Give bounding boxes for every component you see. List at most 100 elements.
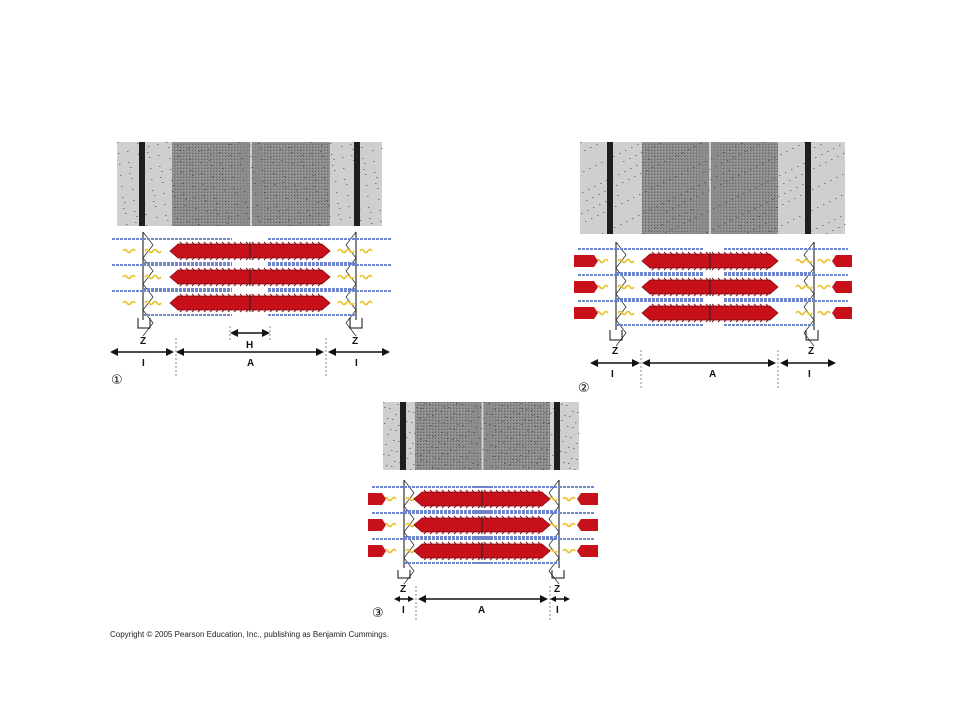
micrograph-grain <box>728 170 730 171</box>
titin-spring <box>337 300 355 306</box>
z-disc-zigzag <box>345 231 357 337</box>
micrograph-grain <box>487 450 489 451</box>
micrograph-grain <box>486 413 488 414</box>
micrograph-grain <box>815 157 817 158</box>
myosin-head <box>459 530 464 535</box>
myosin-head <box>519 556 524 561</box>
micrograph-grain <box>381 148 383 149</box>
micrograph-grain <box>645 191 647 192</box>
micrograph-grain <box>714 187 716 188</box>
myosin-head <box>753 303 758 308</box>
myosin-head <box>681 292 686 297</box>
micrograph-grain <box>678 205 680 206</box>
micrograph-grain <box>663 182 665 183</box>
micrograph-grain <box>685 212 687 213</box>
micrograph-grain <box>669 179 671 180</box>
micrograph-grain <box>452 439 454 440</box>
myosin-head <box>651 292 656 297</box>
micrograph-grain <box>641 152 643 153</box>
myosin-head <box>275 267 280 272</box>
myosin-head <box>239 293 244 298</box>
micrograph-grain <box>722 173 724 174</box>
micrograph-grain <box>239 153 241 154</box>
micrograph-grain <box>740 225 742 226</box>
micrograph-grain <box>510 417 512 418</box>
myosin-head <box>269 282 274 287</box>
z-disc-1 <box>607 142 613 234</box>
micrograph-grain <box>605 201 607 202</box>
myosin-head <box>429 556 434 561</box>
myosin-head <box>429 530 434 535</box>
myosin-head <box>197 267 202 272</box>
micrograph-grain <box>414 433 416 434</box>
micrograph-grain <box>157 144 159 145</box>
micrograph-grain <box>581 213 583 214</box>
myosin-head <box>435 541 440 546</box>
micrograph-grain <box>427 414 429 415</box>
myosin-head <box>747 277 752 282</box>
micrograph-grain <box>802 184 804 185</box>
myosin-head <box>281 282 286 287</box>
i-label-right-2: I <box>808 369 811 380</box>
micrograph-grain <box>240 164 242 165</box>
myosin-fragment <box>832 307 852 319</box>
myosin-head <box>179 308 184 313</box>
i-a-i-arrows-2 <box>590 350 836 390</box>
micrograph-grain <box>670 158 672 159</box>
micrograph-grain <box>371 223 373 224</box>
micrograph-grain <box>334 170 336 171</box>
micrograph-grain <box>474 453 476 454</box>
micrograph-grain <box>292 163 294 164</box>
myosin-head <box>209 293 214 298</box>
myosin-head <box>465 556 470 561</box>
micrograph-grain <box>202 184 204 185</box>
micrograph-grain <box>480 407 482 408</box>
micrograph-grain <box>392 419 394 420</box>
myosin-head <box>269 308 274 313</box>
micrograph-grain <box>541 448 543 449</box>
micrograph-grain <box>676 155 678 156</box>
myosin-head <box>729 292 734 297</box>
myosin-head <box>423 489 428 494</box>
micrograph-grain <box>275 195 277 196</box>
myosin-head <box>429 504 434 509</box>
micrograph-grain <box>712 229 714 230</box>
myosin-head <box>435 515 440 520</box>
micrograph-grain <box>698 185 700 186</box>
myosin-head <box>525 556 530 561</box>
myosin-fragment <box>832 281 852 293</box>
micrograph-grain <box>720 184 722 185</box>
myosin-head <box>723 318 728 323</box>
micrograph-grain <box>538 437 540 438</box>
micrograph-grain <box>417 444 419 445</box>
myosin-head <box>705 251 710 256</box>
micrograph-grain <box>365 174 367 175</box>
titin-spring <box>144 300 162 306</box>
myosin-head <box>459 489 464 494</box>
micrograph-grain <box>837 156 839 157</box>
micrograph-grain <box>743 193 745 194</box>
micrograph-grain <box>416 407 418 408</box>
micrograph-grain <box>762 163 764 164</box>
micrograph-grain <box>318 213 320 214</box>
myosin-head <box>263 256 268 261</box>
micrograph-grain <box>123 208 125 209</box>
myosin-head <box>203 267 208 272</box>
micrograph-grain <box>413 464 415 465</box>
micrograph-grain <box>161 171 163 172</box>
micrograph-grain <box>419 418 421 419</box>
micrograph-grain <box>532 431 534 432</box>
myosin-head <box>501 530 506 535</box>
myosin-head <box>465 504 470 509</box>
micrograph-grain <box>530 441 532 442</box>
micrograph-grain <box>363 169 365 170</box>
micrograph-grain <box>395 430 397 431</box>
micrograph-grain <box>565 436 567 437</box>
myosin-head <box>717 251 722 256</box>
micrograph-grain <box>447 438 449 439</box>
micrograph-grain <box>364 163 366 164</box>
myosin-head <box>465 515 470 520</box>
micrograph-grain <box>398 441 400 442</box>
micrograph-grain <box>473 432 475 433</box>
myosin-head <box>735 251 740 256</box>
